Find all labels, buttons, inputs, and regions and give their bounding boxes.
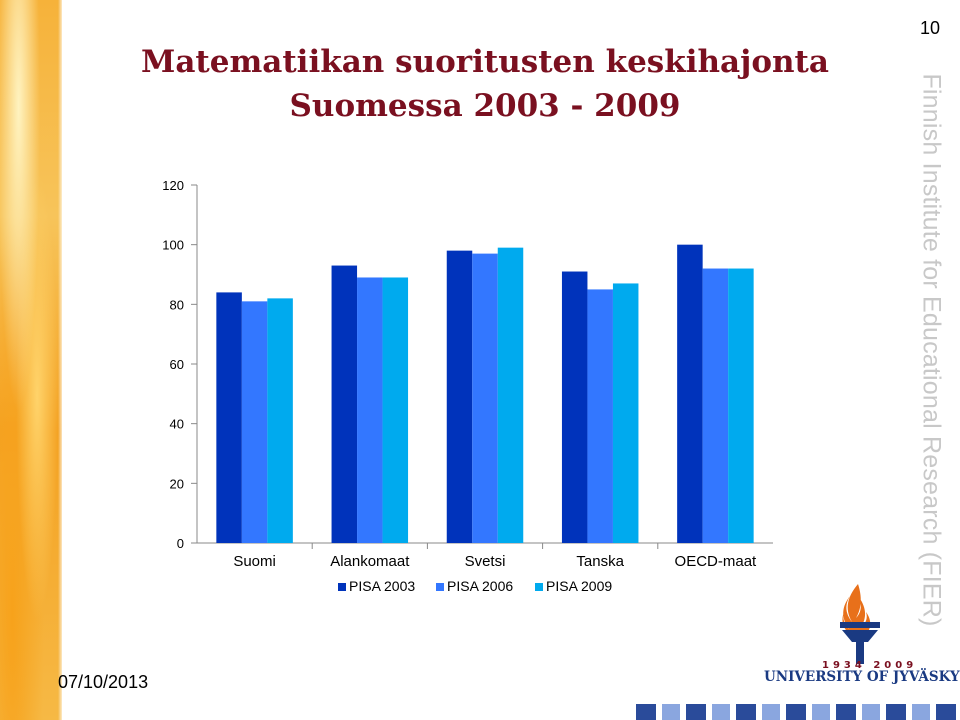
x-category-label: OECD-maat xyxy=(675,553,758,570)
y-tick-label: 20 xyxy=(170,476,184,491)
y-tick-label: 40 xyxy=(170,417,184,432)
bar xyxy=(331,265,358,543)
university-torch-logo-icon xyxy=(840,584,880,664)
decorative-footer-strip xyxy=(636,704,960,720)
slide-title-line-2: Suomessa 2003 - 2009 xyxy=(289,88,681,124)
bar xyxy=(497,247,524,543)
slide-title-line-1: Matematiikan suoritusten keskihajonta xyxy=(141,44,829,80)
x-category-label: Tanska xyxy=(576,553,624,570)
y-tick-label: 0 xyxy=(177,536,184,551)
y-tick-label: 100 xyxy=(162,238,184,253)
decorative-side-band xyxy=(0,0,62,720)
bar xyxy=(677,244,703,543)
bar xyxy=(216,292,242,543)
footer-date: 07/10/2013 xyxy=(58,672,149,692)
bar xyxy=(472,253,498,543)
legend-swatch xyxy=(535,583,543,591)
bar xyxy=(728,268,754,543)
bar xyxy=(561,271,588,543)
y-tick-label: 80 xyxy=(170,297,184,312)
x-category-label: Suomi xyxy=(233,553,276,570)
bar xyxy=(587,289,613,543)
legend-label: PISA 2006 xyxy=(447,578,513,594)
bar xyxy=(702,268,729,543)
legend-swatch xyxy=(338,583,346,591)
page-number: 10 xyxy=(919,18,940,38)
y-tick-label: 120 xyxy=(162,178,184,193)
bar xyxy=(241,301,268,543)
legend-label: PISA 2003 xyxy=(349,578,415,594)
legend-label: PISA 2009 xyxy=(546,578,612,594)
bar xyxy=(357,277,383,543)
x-category-label: Svetsi xyxy=(465,553,506,570)
bar xyxy=(612,283,639,543)
university-years: 1934 2009 xyxy=(822,660,918,671)
university-name: UNIVERSITY OF JYVÄSKYLÄ xyxy=(764,669,960,685)
y-tick-label: 60 xyxy=(170,357,184,372)
bar xyxy=(446,250,473,543)
legend-swatch xyxy=(436,583,444,591)
bar xyxy=(267,298,293,543)
bar xyxy=(382,277,409,543)
x-category-label: Alankomaat xyxy=(330,553,410,570)
